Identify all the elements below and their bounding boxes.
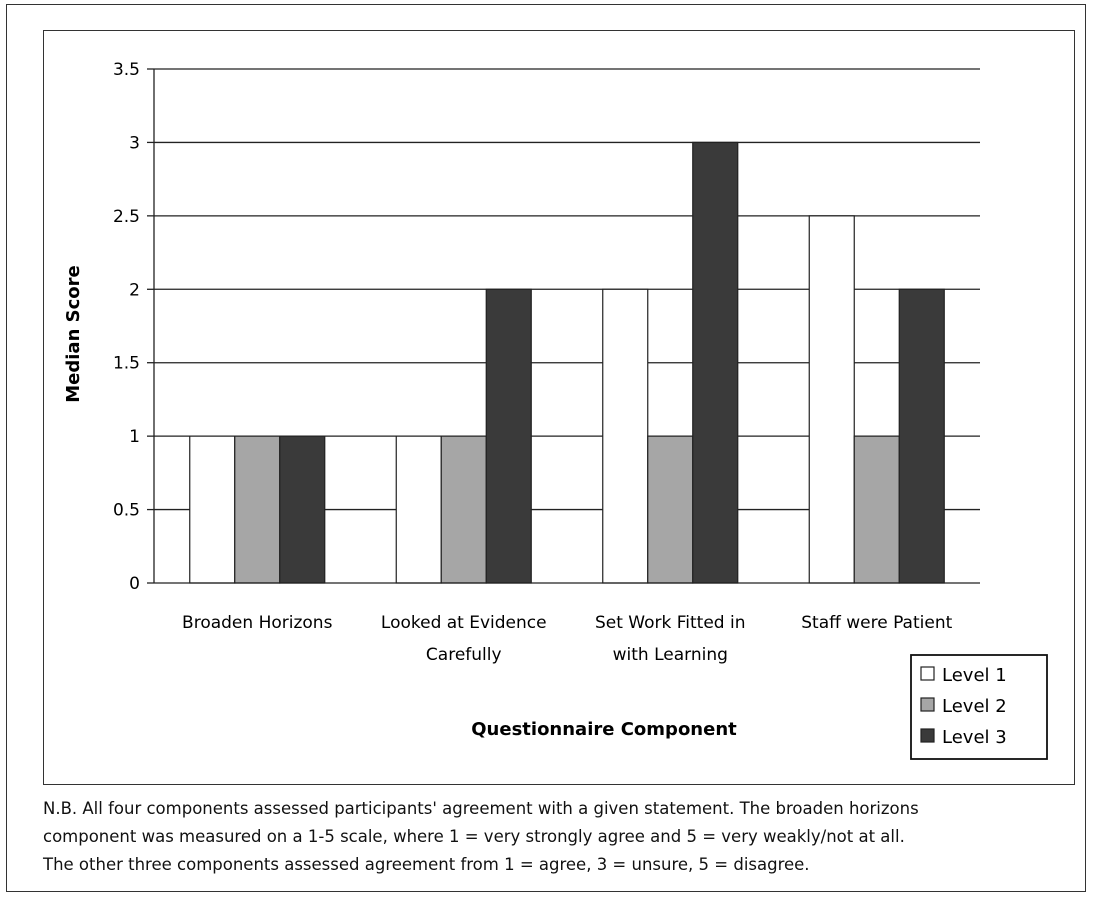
bar-level-3	[279, 435, 326, 584]
legend-label: Level 3	[942, 727, 1007, 748]
footnote-line-1: N.B. All four components assessed partic…	[43, 799, 919, 818]
bar-level-2	[853, 435, 900, 584]
x-axis-title: Questionnaire Component	[471, 719, 737, 740]
legend-swatch	[920, 728, 935, 743]
x-tick-label: Staff were Patient	[801, 613, 952, 633]
legend-swatch	[920, 697, 935, 712]
x-tick-label: with Learning	[613, 645, 728, 665]
footnote-line-3: The other three components assessed agre…	[43, 855, 810, 874]
bar-level-2	[234, 435, 281, 584]
bar-level-3	[898, 288, 945, 584]
bar-level-1	[808, 215, 855, 584]
x-tick-label: Set Work Fitted in	[595, 613, 746, 633]
footnote-line-2: component was measured on a 1-5 scale, w…	[43, 827, 905, 846]
y-tick-label: 3	[129, 133, 140, 153]
y-tick-label: 3.5	[113, 60, 140, 80]
figure-frame: 0 0.5 1 1.5 2 2.5 3 3.5 Broaden Horizons Looked a…	[6, 4, 1086, 892]
bar-level-2	[647, 435, 694, 584]
y-tick-label: 1.5	[113, 354, 140, 374]
y-tick-label: 2.5	[113, 207, 140, 227]
bar-chart: 0 0.5 1 1.5 2 2.5 3 3.5 Broaden Horizons Looked a…	[63, 60, 1048, 760]
legend-swatch	[920, 666, 935, 681]
y-axis-title: Median Score	[63, 265, 84, 403]
bar-level-1	[189, 435, 236, 584]
legend-label: Level 1	[942, 665, 1007, 686]
y-tick-label: 1	[129, 427, 140, 447]
y-tick-label: 0.5	[113, 501, 140, 521]
legend-label: Level 2	[942, 696, 1007, 717]
x-tick-label: Looked at Evidence	[381, 613, 547, 633]
x-tick-label: Broaden Horizons	[182, 613, 333, 633]
bar-level-2	[440, 435, 487, 584]
footnote: N.B. All four components assessed partic…	[43, 795, 1083, 879]
bar-level-1	[602, 288, 649, 584]
x-tick-label: Carefully	[426, 645, 502, 665]
bar-level-3	[692, 141, 739, 584]
y-tick-label: 0	[129, 574, 140, 594]
y-tick-label: 2	[129, 280, 140, 300]
bar-level-1	[395, 435, 442, 584]
chart-box	[43, 30, 1075, 785]
bar-level-3	[485, 288, 532, 584]
